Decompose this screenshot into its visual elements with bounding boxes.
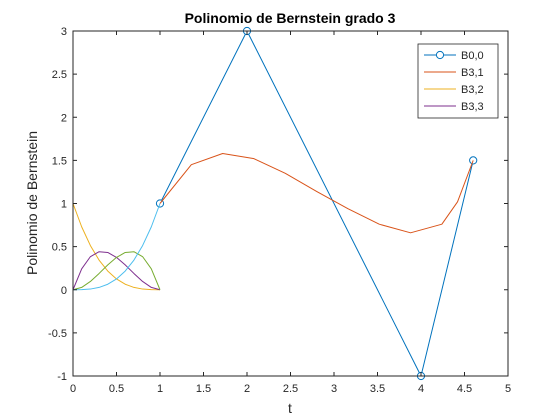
y-tick-label: 2.5: [52, 69, 67, 81]
y-tick-label: 2: [61, 112, 67, 124]
x-tick-label: 3: [331, 383, 337, 395]
series-line-5: [72, 251, 161, 291]
y-tick-label: -0.5: [48, 328, 67, 340]
y-tick-label: 1: [61, 199, 67, 211]
x-tick-label: 2: [244, 383, 250, 395]
legend: B0,0 B3,1 B3,2 B3,3: [417, 43, 499, 119]
y-axis-label: Polinomio de Bernstein: [24, 131, 40, 275]
legend-entry: B3,1: [461, 67, 484, 79]
x-tick-label: 0.5: [109, 383, 124, 395]
x-tick-label: 5: [505, 383, 511, 395]
y-tick-label: 1.5: [52, 155, 67, 167]
x-tick-label: 0: [70, 383, 76, 395]
y-tick-label: 0: [61, 285, 67, 297]
x-tick-label: 1: [157, 383, 163, 395]
series-line-2: [159, 152, 474, 234]
legend-entry: B3,2: [461, 84, 484, 96]
series-line-6: [72, 203, 161, 291]
y-tick-label: 3: [61, 26, 67, 38]
x-tick-label: 4: [418, 383, 424, 395]
legend-entry: B0,0: [461, 50, 484, 62]
series-layer: [72, 26, 478, 381]
series-line-1: [159, 30, 474, 377]
legend-marker: [435, 50, 445, 60]
x-tick-label: 1.5: [196, 383, 211, 395]
chart-title: Polinomio de Bernstein grado 3: [185, 10, 396, 26]
x-tick-label: 4.5: [457, 383, 472, 395]
legend-entry: B3,3: [461, 101, 484, 113]
x-tick-label: 2.5: [283, 383, 298, 395]
axes-layer: 0 0.5 1 1.5 2 2.5 3 3.5 4 4.5 5 -1 -0.5 0 0.5 1 1.5 2 2.5 3: [48, 26, 511, 395]
x-axis-label: t: [288, 400, 292, 416]
y-tick-label: -1: [57, 371, 67, 383]
x-tick-label: 3.5: [370, 383, 385, 395]
y-tick-label: 0.5: [52, 242, 67, 254]
